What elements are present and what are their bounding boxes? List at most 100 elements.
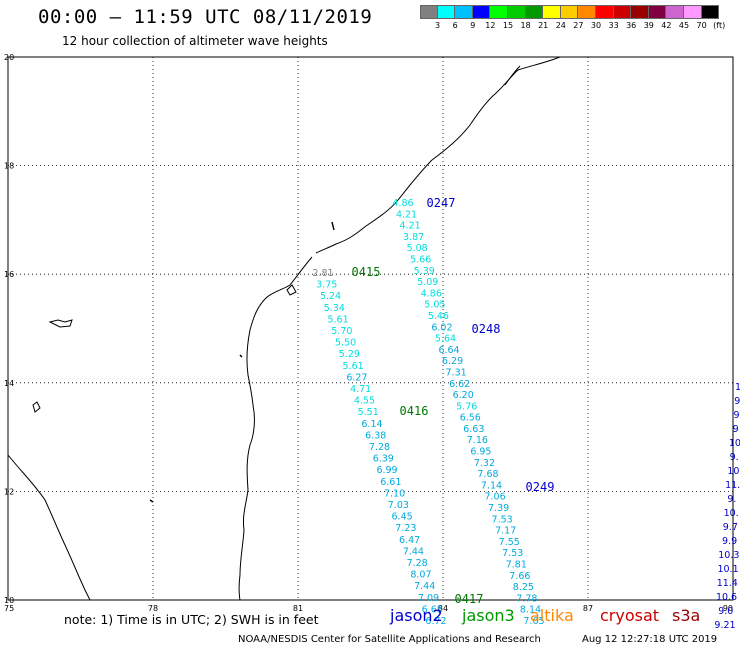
swh-value: 10 <box>729 438 740 449</box>
colorbar-label: 21 <box>538 21 549 30</box>
legend-item-altika: altika <box>530 606 574 625</box>
swh-value: 7.28 <box>369 442 390 453</box>
swh-value: 5.39 <box>414 266 435 277</box>
swh-value: 10.1 <box>717 564 738 575</box>
swh-value: 6.29 <box>442 356 463 367</box>
swh-value: 7.16 <box>467 435 488 446</box>
swh-value: 7.78 <box>516 593 537 604</box>
island-1 <box>48 319 73 328</box>
pass-label: 0248 <box>472 322 501 336</box>
swh-value: 5.70 <box>331 326 352 337</box>
coastline-west <box>7 454 91 601</box>
colorbar-label: 15 <box>502 21 514 30</box>
lon-tick-label: 75 <box>4 604 14 613</box>
swh-value: 7.55 <box>499 537 520 548</box>
lat-tick-label: 18 <box>4 162 14 171</box>
pass-label: 0249 <box>526 480 555 494</box>
lon-tick-label: 78 <box>148 604 158 613</box>
swh-value: 10.3 <box>718 550 739 561</box>
colorbar-label: 27 <box>573 21 584 30</box>
colorbar-labels: 3 6 9 12 15 18 21 24 27 30 33 36 39 42 45 70 (ft) <box>420 19 725 31</box>
swh-value: 6.64 <box>438 345 459 356</box>
colorbar-label: 9 <box>470 21 476 30</box>
swh-value: 5.09 <box>417 277 438 288</box>
colorbar-label: 30 <box>590 21 602 30</box>
swh-value: 5.08 <box>407 243 428 254</box>
colorbar-swatch <box>701 5 720 19</box>
swh-value: 7.09 <box>418 593 439 604</box>
swh-value: 6.38 <box>365 430 386 441</box>
swh-value: 5.29 <box>339 349 360 360</box>
colorbar-swatch <box>437 5 456 19</box>
swh-value: 5.51 <box>358 407 379 418</box>
swh-value: 9.7 <box>723 522 738 533</box>
map-frame <box>7 56 734 601</box>
colorbar-swatch <box>578 5 596 19</box>
swh-value: 10.6 <box>716 592 737 603</box>
swh-value: 7.81 <box>506 560 527 571</box>
lon-tick-label: 90 <box>723 604 733 613</box>
swh-value: 5.46 <box>428 311 449 322</box>
swh-value: 4.21 <box>396 209 417 220</box>
colorbar-swatch <box>560 5 579 19</box>
colorbar-label: (ft) <box>713 21 726 30</box>
swh-value: 4.55 <box>354 396 375 407</box>
colorbar-swatch <box>420 5 438 19</box>
legend-item-jason3: jason3 <box>462 606 515 625</box>
colorbar-label: 24 <box>555 21 566 30</box>
lat-tick-label: 14 <box>4 379 14 388</box>
colorbar-swatch <box>613 5 632 19</box>
colorbar-label: 6 <box>452 21 458 30</box>
colorbar-label: 70 <box>696 21 707 30</box>
swh-value: 5.50 <box>335 338 356 349</box>
swh-value: 7.28 <box>407 558 428 569</box>
lat-tick-label: 16 <box>4 270 14 279</box>
swh-value: 9.9 <box>722 536 737 547</box>
swh-value: 4.71 <box>350 384 371 395</box>
swh-value: 6.65 <box>422 604 443 615</box>
swh-value: 11. <box>725 480 740 491</box>
pass-label: 0247 <box>427 196 456 210</box>
lon-tick-label: 84 <box>438 604 448 613</box>
page-title: 00:00 – 11:59 UTC 08/11/2019 <box>38 6 373 28</box>
swh-value: 6.39 <box>373 454 394 465</box>
swh-value: 6.72 <box>425 616 446 627</box>
colorbar-label: 45 <box>678 21 690 30</box>
legend-item-jason2: jason2 <box>390 606 443 625</box>
swh-value: 7.53 <box>492 514 513 525</box>
swh-value: 6.95 <box>470 447 491 458</box>
coastline <box>7 56 561 601</box>
coastline-central-america <box>238 256 313 601</box>
colorbar-swatch <box>631 5 649 19</box>
colorbar-swatches <box>420 5 720 19</box>
swh-value: 7.17 <box>495 526 516 537</box>
island-5 <box>239 354 243 358</box>
swh-value: 5.66 <box>410 254 431 265</box>
swh-value: 6.56 <box>460 413 481 424</box>
track-b-values: 4.864.214.213.875.085.665.395.094.865.05… <box>392 198 544 627</box>
swh-value: 3.87 <box>403 232 424 243</box>
swh-value: 5.05 <box>424 300 445 311</box>
swh-value: 4.86 <box>421 288 442 299</box>
swh-value: 5.34 <box>324 303 345 314</box>
swh-value: 9 <box>733 410 739 421</box>
colorbar-swatch <box>648 5 667 19</box>
pass-label: 0416 <box>400 404 429 418</box>
swh-value: 5.61 <box>343 361 364 372</box>
colorbar-swatch <box>455 5 473 19</box>
pass-label: 0415 <box>352 265 381 279</box>
swh-value: 6.61 <box>380 477 401 488</box>
colorbar-swatch <box>472 5 491 19</box>
colorbar-swatch <box>595 5 614 19</box>
colorbar-label: 33 <box>608 21 619 30</box>
legend-item-cryosat: cryosat <box>600 606 660 625</box>
colorbar-label: 42 <box>661 21 672 30</box>
swh-value: 6.99 <box>376 465 397 476</box>
swh-value: 5.61 <box>327 314 348 325</box>
swh-value: 3.75 <box>316 280 337 291</box>
swh-value: 10. <box>724 508 739 519</box>
coastline-cuba <box>315 56 561 254</box>
colorbar-label: 12 <box>485 21 496 30</box>
swh-value: 7.44 <box>403 546 424 557</box>
